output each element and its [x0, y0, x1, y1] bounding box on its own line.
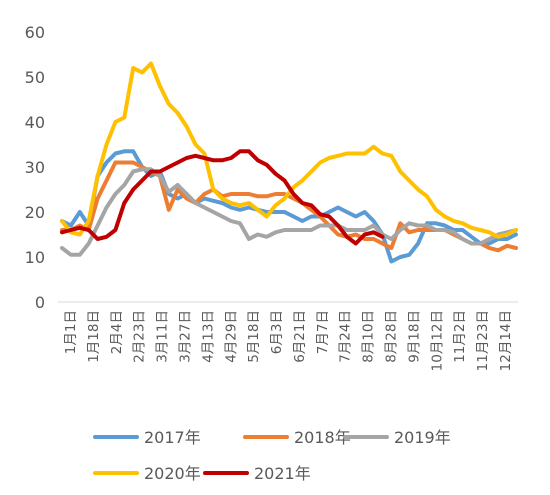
x-tick-label: 3月11日	[155, 310, 171, 363]
x-tick-label: 12月14日	[498, 310, 514, 371]
x-tick-label: 6月21日	[292, 310, 308, 363]
legend-label: 2018年	[294, 428, 351, 447]
legend-label: 2019年	[394, 428, 451, 447]
x-tick-label: 9月18日	[406, 310, 422, 363]
series-line-2020年	[60, 61, 518, 239]
y-tick-label: 60	[25, 23, 45, 42]
y-tick-label: 30	[25, 158, 45, 177]
y-tick-label: 50	[25, 68, 45, 87]
legend-label: 2017年	[144, 428, 201, 447]
series-line-2021年	[60, 149, 385, 246]
x-tick-label: 11月2日	[452, 310, 468, 363]
x-tick-label: 1月18日	[86, 310, 102, 363]
legend-item: 2017年	[93, 428, 201, 447]
x-tick-label: 4月13日	[200, 310, 216, 363]
legend-item: 2018年	[243, 428, 351, 447]
series-line-2017年	[60, 149, 518, 264]
x-tick-label: 8月10日	[361, 310, 377, 363]
legend: 2017年 2018年 2019年 2020年 2021年	[93, 428, 451, 483]
x-tick-label: 3月27日	[177, 310, 193, 363]
series-line-2019年	[60, 167, 518, 257]
x-tick-label: 1月1日	[63, 310, 79, 354]
x-tick-label: 8月28日	[384, 310, 400, 363]
y-tick-label: 0	[35, 293, 45, 312]
x-tick-label: 7月24日	[338, 310, 354, 363]
legend-item: 2020年	[93, 464, 201, 483]
x-tick-label: 4月29日	[223, 310, 239, 363]
y-tick-label: 20	[25, 203, 45, 222]
series-group	[60, 61, 518, 264]
y-tick-label: 10	[25, 248, 45, 267]
legend-label: 2020年	[144, 464, 201, 483]
x-tick-label: 2月23日	[132, 310, 148, 363]
x-tick-label: 10月12日	[429, 310, 445, 371]
x-tick-label: 6月3日	[269, 310, 285, 354]
x-tick-label: 11月23日	[475, 310, 491, 371]
legend-item: 2019年	[343, 428, 451, 447]
legend-label: 2021年	[254, 464, 311, 483]
x-tick-label: 5月18日	[246, 310, 262, 363]
x-axis: 1月1日 1月18日 2月4日 2月23日 3月11日 3月27日 4月13日 4月29日 5月…	[63, 310, 514, 371]
legend-item: 2021年	[203, 464, 311, 483]
y-axis: 0 10 20 30 40 50 60	[25, 23, 45, 312]
y-tick-label: 40	[25, 113, 45, 132]
x-tick-label: 2月4日	[109, 310, 125, 354]
x-tick-label: 7月7日	[315, 310, 331, 354]
